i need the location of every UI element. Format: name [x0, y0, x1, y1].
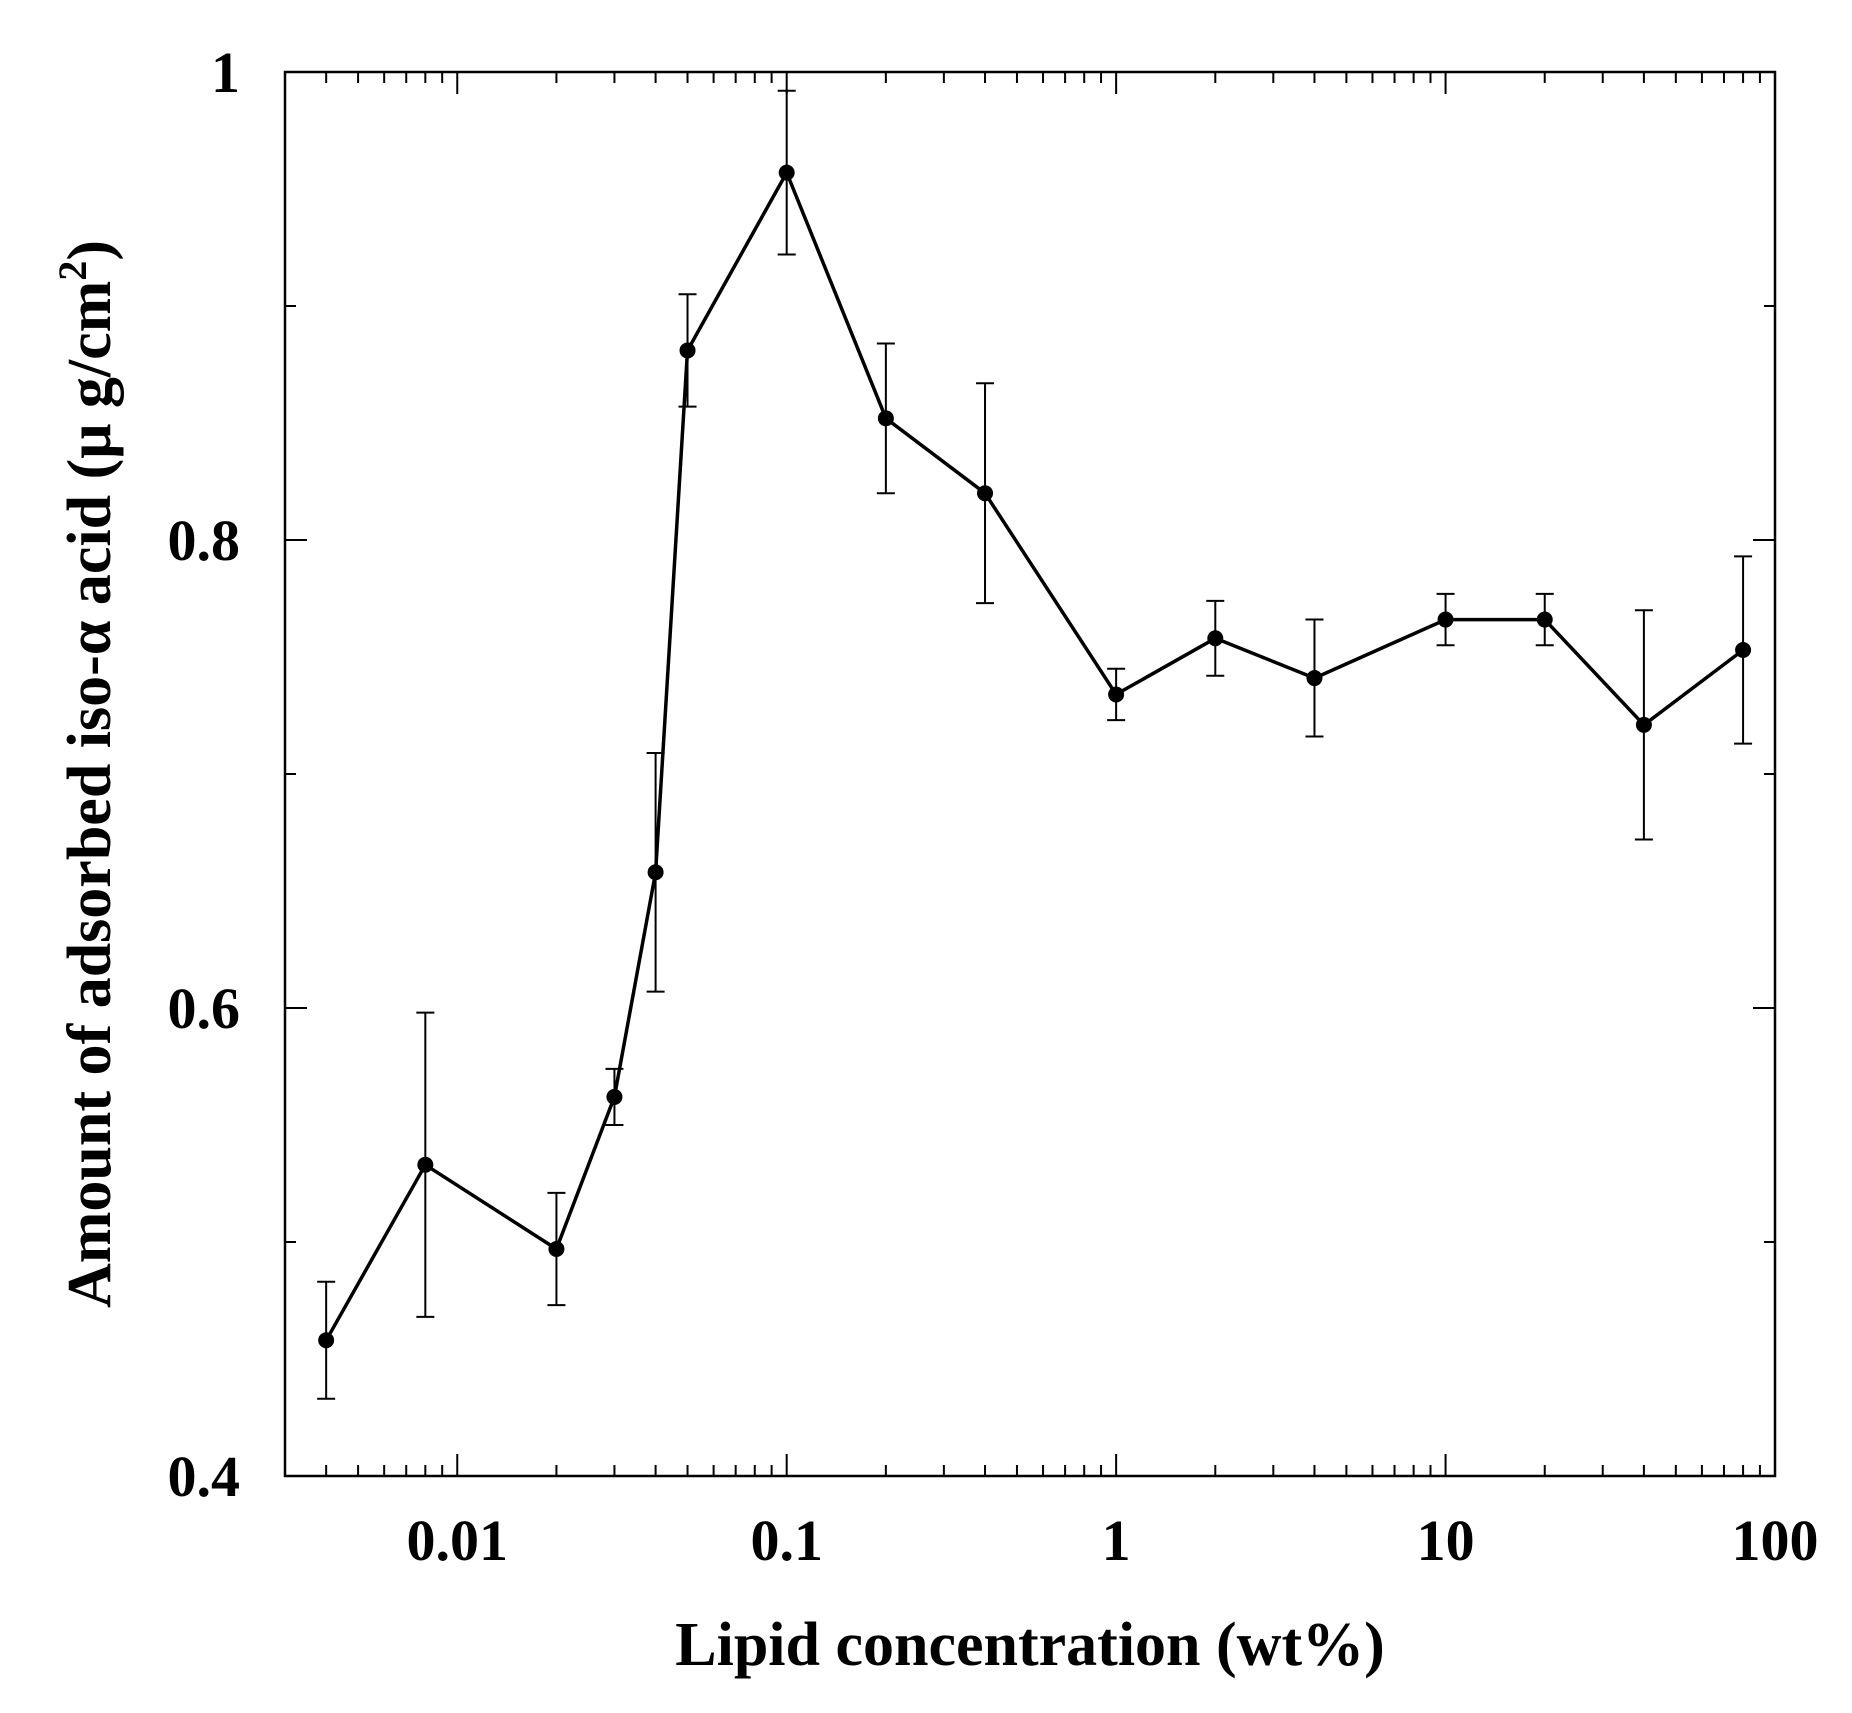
data-point	[977, 485, 994, 502]
y-tick-label: 0.6	[168, 976, 241, 1041]
data-point	[1635, 716, 1652, 733]
data-point	[679, 342, 696, 359]
y-tick-label: 0.4	[168, 1444, 241, 1509]
x-tick-label: 10	[1417, 1508, 1475, 1573]
data-point	[778, 164, 795, 181]
data-point	[1735, 641, 1752, 658]
y-axis-title-main: Amount of adsorbed iso-α acid (μ g/cm	[56, 281, 124, 1308]
x-tick-label: 0.01	[407, 1508, 509, 1573]
points-layer	[318, 164, 1752, 1349]
errorbars-layer	[317, 89, 1753, 1400]
data-point	[1536, 611, 1553, 628]
y-tick-label: 0.8	[168, 508, 241, 573]
data-point	[318, 1332, 335, 1349]
y-axis-title-close: )	[56, 240, 124, 261]
data-point	[417, 1156, 434, 1173]
data-point	[1108, 686, 1125, 703]
data-point	[1306, 670, 1323, 687]
y-axis-title-superscript: 2	[50, 261, 95, 281]
data-point	[606, 1088, 623, 1105]
data-point	[1207, 630, 1224, 647]
x-tick-label: 1	[1102, 1508, 1131, 1573]
y-axis-title: Amount of adsorbed iso-α acid (μ g/cm2)	[50, 240, 124, 1308]
series-line	[324, 170, 1745, 1342]
data-point	[1437, 611, 1454, 628]
data-point	[647, 864, 664, 881]
x-tick-label: 0.1	[750, 1508, 823, 1573]
series-layer	[324, 170, 1745, 1342]
y-tick-label: 1	[211, 40, 240, 105]
x-axis-title: Lipid concentration (wt%)	[675, 1611, 1385, 1679]
data-point	[548, 1241, 565, 1258]
x-tick-label: 100	[1732, 1508, 1819, 1573]
data-point	[877, 410, 894, 427]
plot-frame	[283, 70, 1777, 1478]
labels-layer: 0.01 0.1 1 10 100 0.4 0.6 0.8 1	[168, 40, 1819, 1573]
ticks-layer	[284, 71, 1776, 1477]
